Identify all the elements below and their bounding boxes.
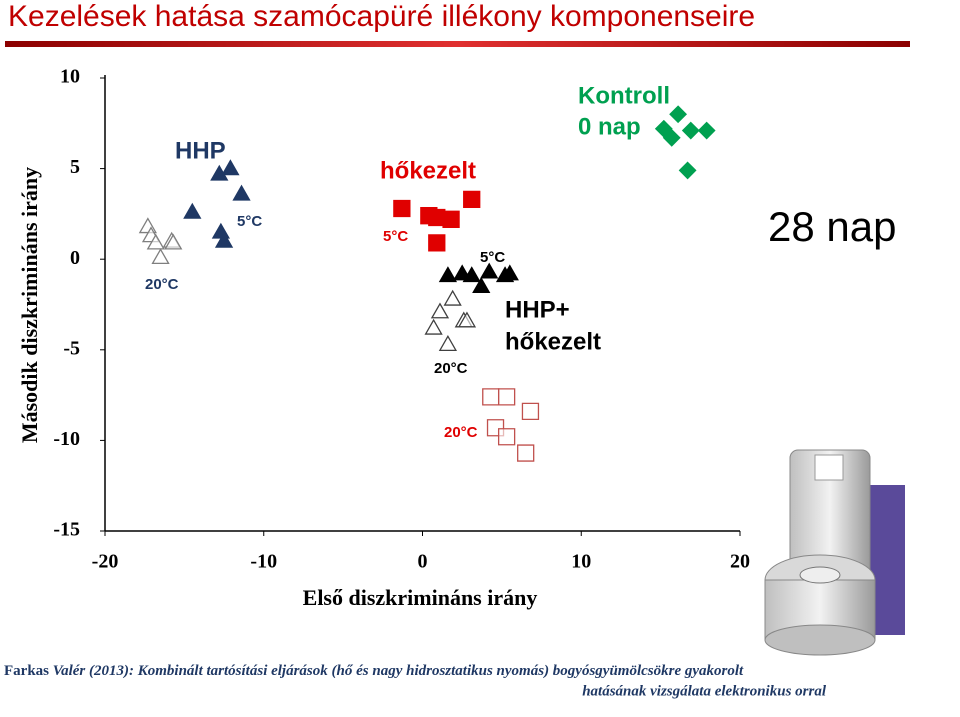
citation-author: Farkas [4,663,49,679]
annotation: HHP+ [505,296,570,323]
x-tick-label: 20 [730,551,750,573]
annotation: hőkezelt [505,328,601,355]
y-axis-label: Második diszkrimináns irány [17,167,42,443]
annotation: 28 nap [768,203,896,250]
point [497,428,516,446]
y-tick-label: 10 [60,66,80,88]
point [151,248,170,265]
point [443,289,462,306]
point [183,202,202,219]
title-rule [5,41,910,47]
annotation: Kontroll [578,82,670,109]
annotation: 5°C [480,249,505,266]
point [232,184,251,201]
point [164,233,183,250]
citation-line: hatásának vizsgálata elektronikus orral [582,683,827,699]
citation-text: Farkas Valér (2013): Kombinált tartósítá… [4,663,744,679]
point [430,302,450,319]
y-tick-label: -10 [53,428,80,450]
annotation: 20°C [434,360,468,377]
point [497,388,516,406]
point [463,190,481,209]
citation: Farkas Valér (2013): Kombinált tartósítá… [4,663,827,699]
point [438,335,458,352]
y-tick-label: -5 [63,337,80,359]
point [517,444,535,462]
point [424,318,443,335]
annotation: 20°C [444,424,478,441]
x-tick-label: 10 [571,551,591,573]
x-axis-label: Első diszkrimináns irány [303,585,538,610]
point [697,121,716,140]
x-tick-label: -20 [92,551,119,573]
point [428,208,446,227]
point [678,161,697,180]
title: Kezelések hatása szamócapüré illékony ko… [8,0,755,33]
point [669,105,688,124]
point [393,199,411,218]
annotation: hőkezelt [380,157,476,184]
x-tick-label: 0 [418,551,428,573]
point [146,233,165,250]
point [438,266,458,283]
x-tick-label: -10 [250,551,277,573]
point [457,311,477,328]
point [500,264,519,281]
point [681,121,700,140]
point [138,217,157,234]
point [662,128,681,147]
annotation: 5°C [383,228,408,245]
annotation: 0 nap [578,113,641,140]
point [221,159,240,176]
point [442,210,460,228]
y-tick-label: 5 [70,156,80,178]
point [521,402,540,421]
point [480,262,499,279]
point [472,277,491,294]
point [428,234,446,252]
annotation: 5°C [237,213,262,230]
annotation: HHP [175,137,226,164]
y-tick-label: -15 [53,519,80,541]
point [211,222,231,239]
point [654,119,673,138]
y-tick-label: 0 [70,247,80,269]
citation-line: Valér (2013): Kombinált tartósítási eljá… [53,663,744,679]
point [462,266,481,283]
point [482,388,500,406]
point [214,231,234,248]
annotation: 20°C [145,276,179,293]
device-illustration [764,449,905,656]
